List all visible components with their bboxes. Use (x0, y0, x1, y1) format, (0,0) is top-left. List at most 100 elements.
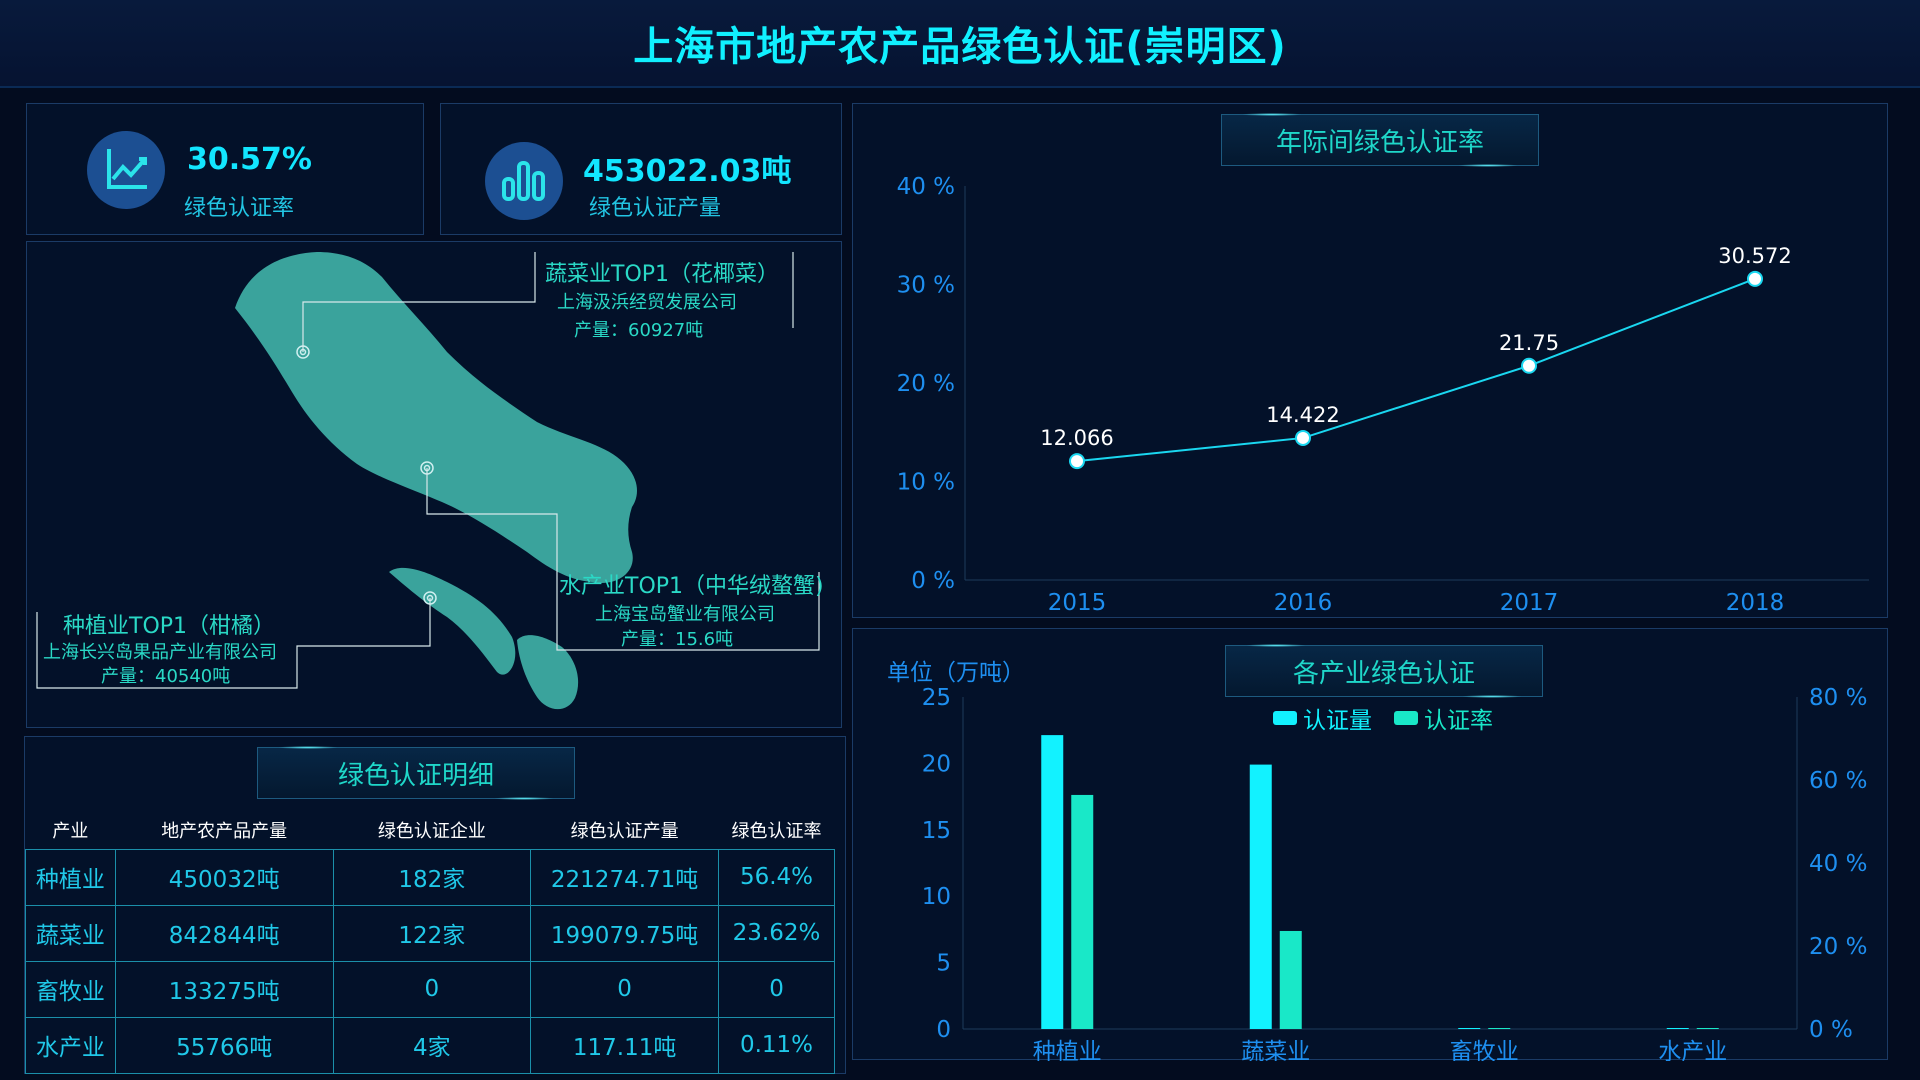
bar-chart-icon (485, 142, 563, 220)
table-cell: 0 (332, 960, 532, 1018)
bar-chart-legend: 认证量 认证率 (1273, 701, 1493, 735)
callout-planting-output: 产量：40540吨 (101, 666, 231, 687)
table-cell: 蔬菜业 (25, 904, 116, 962)
callout-aquatic-company: 上海宝岛蟹业有限公司 (595, 604, 775, 625)
data-label: 21.75 (1499, 331, 1559, 355)
stat-card-output: 453022.03吨 绿色认证产量 (440, 103, 842, 235)
table-cell: 55766吨 (114, 1016, 334, 1074)
stat-label-rate: 绿色认证率 (184, 196, 295, 221)
stat-card-rate: 30.57% 绿色认证率 (26, 103, 424, 235)
data-point (1747, 270, 1763, 287)
x-tick-label: 2018 (1726, 590, 1785, 616)
data-point (1521, 357, 1537, 374)
stat-label-output: 绿色认证产量 (589, 196, 722, 221)
y-tick-label: 10 (922, 884, 951, 910)
y-tick-label: 20 % (897, 371, 955, 397)
detail-table: 产业 地产农产品产量 绿色认证企业 绿色认证产量 绿色认证率 种植业 45003… (25, 811, 835, 1074)
series-line (1076, 277, 1756, 463)
legend-label-rate: 认证率 (1424, 708, 1493, 734)
line-chart-title: 年际间绿色认证率 (1221, 113, 1539, 167)
hengsha-island (517, 635, 579, 710)
legend-item-rate[interactable]: 认证率 (1394, 701, 1493, 735)
chongming-map (36, 252, 820, 710)
table-cell: 0 (718, 960, 835, 1018)
table-cell: 133275吨 (114, 960, 334, 1018)
data-label: 30.572 (1718, 244, 1791, 268)
y2-tick-label: 0 % (1809, 1017, 1853, 1043)
table-cell: 0 (530, 960, 720, 1018)
table-row: 水产业 55766吨 4家 117.11吨 0.11% (25, 1016, 835, 1074)
y-tick-label: 0 % (911, 568, 955, 594)
callout-vegetable-company: 上海汲浜经贸发展公司 (557, 292, 737, 313)
header-certified-enterprises: 绿色认证企业 (377, 820, 486, 842)
y-tick-label: 30 % (897, 273, 955, 299)
y2-tick-label: 40 % (1809, 851, 1867, 877)
detail-title: 绿色认证明细 (257, 746, 575, 800)
table-cell: 水产业 (25, 1016, 116, 1074)
y-tick-label: 40 % (897, 174, 955, 200)
legend-swatch-volume (1273, 711, 1297, 725)
bar-volume (1458, 1028, 1481, 1029)
x-tick-label: 2015 (1048, 590, 1107, 616)
bar-rate (1488, 1028, 1511, 1029)
table-cell: 种植业 (25, 848, 116, 906)
legend-swatch-rate (1394, 711, 1418, 725)
y-tick-label: 25 (922, 685, 951, 711)
header-bar (0, 0, 1920, 88)
callout-lines (36, 252, 820, 689)
table-row: 蔬菜业 842844吨 122家 199079.75吨 23.62% (25, 904, 835, 962)
y2-tick-label: 60 % (1809, 768, 1867, 794)
detail-panel: 绿色认证明细 产业 地产农产品产量 绿色认证企业 绿色认证产量 绿色认证率 种植… (24, 736, 846, 1074)
x-tick-label: 水产业 (1658, 1039, 1727, 1061)
bar-chart-panel: 各产业绿色认证 单位（万吨） 认证量 认证率 0 5 10 15 20 25 0 % 20 %… (852, 628, 1888, 1061)
data-point (1295, 429, 1311, 446)
table-cell: 842844吨 (114, 904, 334, 962)
bar-rate (1279, 930, 1302, 1029)
bar-volume (1041, 735, 1064, 1029)
header-certified-rate: 绿色认证率 (731, 820, 822, 842)
callout-planting-title: 种植业TOP1（柑橘） (63, 614, 276, 639)
x-tick-label: 2017 (1500, 590, 1559, 616)
x-tick-label: 蔬菜业 (1241, 1039, 1310, 1061)
y2-tick-label: 20 % (1809, 934, 1867, 960)
table-cell: 4家 (332, 1016, 532, 1074)
legend-item-volume[interactable]: 认证量 (1273, 701, 1372, 735)
header-industry: 产业 (52, 820, 89, 842)
table-cell: 56.4% (718, 848, 835, 906)
callout-aquatic-title: 水产业TOP1（中华绒螯蟹) (559, 574, 824, 599)
y-tick-label: 15 (922, 818, 951, 844)
line-chart-icon (87, 131, 165, 209)
callout-vegetable-title: 蔬菜业TOP1（花椰菜） (545, 262, 780, 287)
chongming-island (235, 252, 637, 583)
y-tick-label: 5 (936, 951, 951, 977)
callout-vegetable-output: 产量：60927吨 (574, 320, 704, 341)
y2-tick-label: 80 % (1809, 685, 1867, 711)
table-header-row: 产业 地产农产品产量 绿色认证企业 绿色认证产量 绿色认证率 (26, 811, 835, 849)
stat-value-rate: 30.57% (187, 142, 312, 177)
bar-volume (1666, 1028, 1689, 1029)
y-tick-label: 0 (936, 1017, 951, 1043)
table-cell: 122家 (332, 904, 532, 962)
line-chart-panel: 年际间绿色认证率 0 % 10 % 20 % 30 % 40 % 2015 2016 2017… (852, 103, 1888, 618)
x-tick-label: 畜牧业 (1450, 1039, 1519, 1061)
bar-rate (1071, 794, 1094, 1029)
page-title: 上海市地产农产品绿色认证(崇明区) (633, 24, 1287, 70)
data-label: 14.422 (1266, 403, 1339, 427)
table-row: 畜牧业 133275吨 0 0 0 (25, 960, 835, 1018)
map-panel: 蔬菜业TOP1（花椰菜） 上海汲浜经贸发展公司 产量：60927吨 水产业TOP… (26, 241, 842, 728)
callout-planting-company: 上海长兴岛果品产业有限公司 (43, 642, 277, 663)
header-local-output: 地产农产品产量 (161, 820, 288, 842)
bar-chart: 0 5 10 15 20 25 0 % 20 % 40 % 60 % 80 % 种植业 蔬菜业 畜牧业 水产… (922, 685, 1868, 1061)
table-cell: 0.11% (718, 1016, 835, 1074)
y-tick-label: 20 (922, 751, 951, 777)
bar-chart-ylabel: 单位（万吨） (887, 660, 1025, 686)
table-cell: 221274.71吨 (530, 848, 720, 906)
data-point (1069, 453, 1085, 470)
bar-chart-title: 各产业绿色认证 (1225, 644, 1543, 698)
x-tick-label: 种植业 (1033, 1039, 1102, 1061)
y-tick-label: 10 % (897, 470, 955, 496)
bar-rate (1696, 1028, 1719, 1029)
table-cell: 23.62% (718, 904, 835, 962)
table-cell: 199079.75吨 (530, 904, 720, 962)
legend-label-volume: 认证量 (1303, 708, 1372, 734)
